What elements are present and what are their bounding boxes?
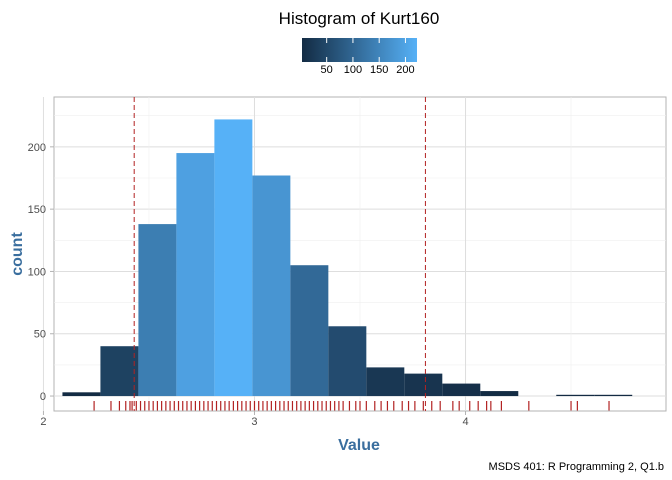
reference-lines — [133, 97, 426, 411]
y-tick-label: 100 — [28, 266, 46, 278]
legend-tick-label: 200 — [396, 64, 414, 76]
legend-tick-label: 100 — [344, 64, 362, 76]
y-tick-label: 0 — [40, 391, 46, 403]
histogram-bar — [556, 394, 595, 397]
histogram-bar — [100, 346, 139, 397]
histogram-bar — [290, 265, 329, 397]
x-tick-label: 2 — [40, 416, 46, 428]
histogram-bar — [404, 373, 443, 397]
histogram-bar — [138, 224, 177, 397]
x-axis-ticks: 2 3 4 — [40, 411, 469, 428]
legend-tick-label: 150 — [370, 64, 388, 76]
y-tick-label: 50 — [34, 329, 46, 341]
x-axis-title: Value — [338, 437, 380, 454]
histogram-bar — [442, 383, 481, 397]
x-tick-label: 3 — [251, 416, 257, 428]
y-axis-title: count — [9, 232, 26, 276]
legend-ticks: 50 100 150 200 — [321, 38, 415, 76]
histogram-bar — [252, 175, 291, 397]
histogram-bar — [480, 391, 519, 397]
y-tick-label: 200 — [28, 142, 46, 154]
histogram-bars — [62, 119, 633, 397]
histogram-bar — [62, 392, 101, 397]
histogram-bar — [328, 326, 367, 397]
chart-title: Histogram of Kurt160 — [279, 9, 440, 28]
legend-tick-label: 50 — [321, 64, 333, 76]
histogram-bar — [214, 119, 253, 397]
histogram-bar — [366, 367, 405, 397]
histogram-bar — [176, 153, 215, 397]
y-tick-label: 150 — [28, 204, 46, 216]
rug-ticks — [93, 401, 610, 411]
legend-gradient-bar — [302, 38, 417, 62]
y-axis-ticks: 0 50 100 150 200 — [28, 142, 54, 403]
x-tick-label: 4 — [462, 416, 468, 428]
histogram-bar — [594, 394, 633, 397]
legend-colorbar: 50 100 150 200 — [302, 38, 417, 76]
caption: MSDS 401: R Programming 2, Q1.b — [489, 461, 664, 473]
